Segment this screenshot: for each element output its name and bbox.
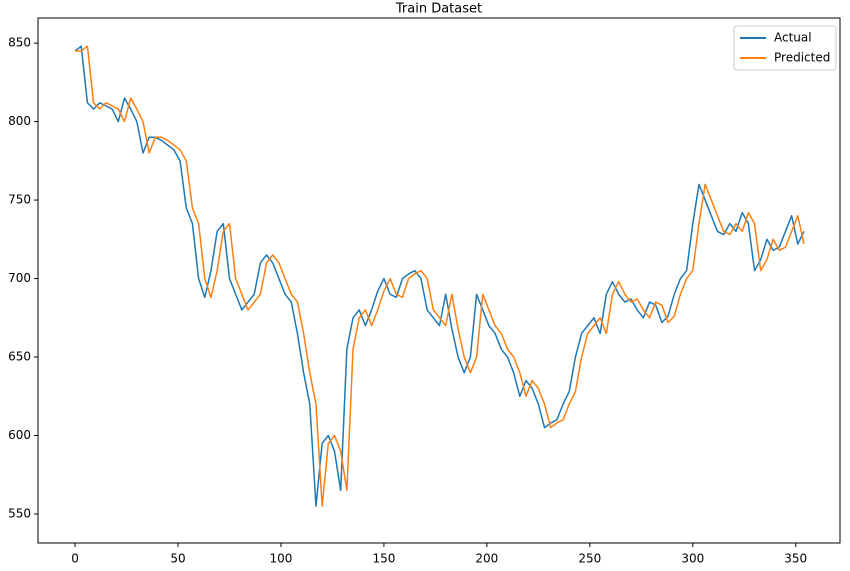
y-tick-label: 750 [8,193,31,207]
x-tick-label: 50 [170,552,185,566]
y-tick-label: 800 [8,114,31,128]
axes-frame [37,17,841,544]
chart-title: Train Dataset [395,2,482,17]
y-tick-label: 650 [8,350,31,364]
y-tick-label: 550 [8,506,31,520]
data-line [75,45,805,507]
y-tick-label: 700 [8,271,31,285]
x-tick-label: 100 [270,552,293,566]
y-tick-label: 850 [8,36,31,50]
legend: Actual Predicted [733,25,837,71]
y-tick-label: 600 [8,428,31,442]
plot-area [74,45,805,507]
data-line [74,45,805,507]
x-tick-label: 0 [71,552,79,566]
x-tick-label: 150 [372,552,395,566]
legend-label: Predicted [774,51,830,65]
legend-label: Actual [774,31,812,45]
x-tick-label: 200 [475,552,498,566]
x-tick-label: 250 [578,552,601,566]
x-tick-label: 350 [784,552,807,566]
x-tick-label: 300 [681,552,704,566]
